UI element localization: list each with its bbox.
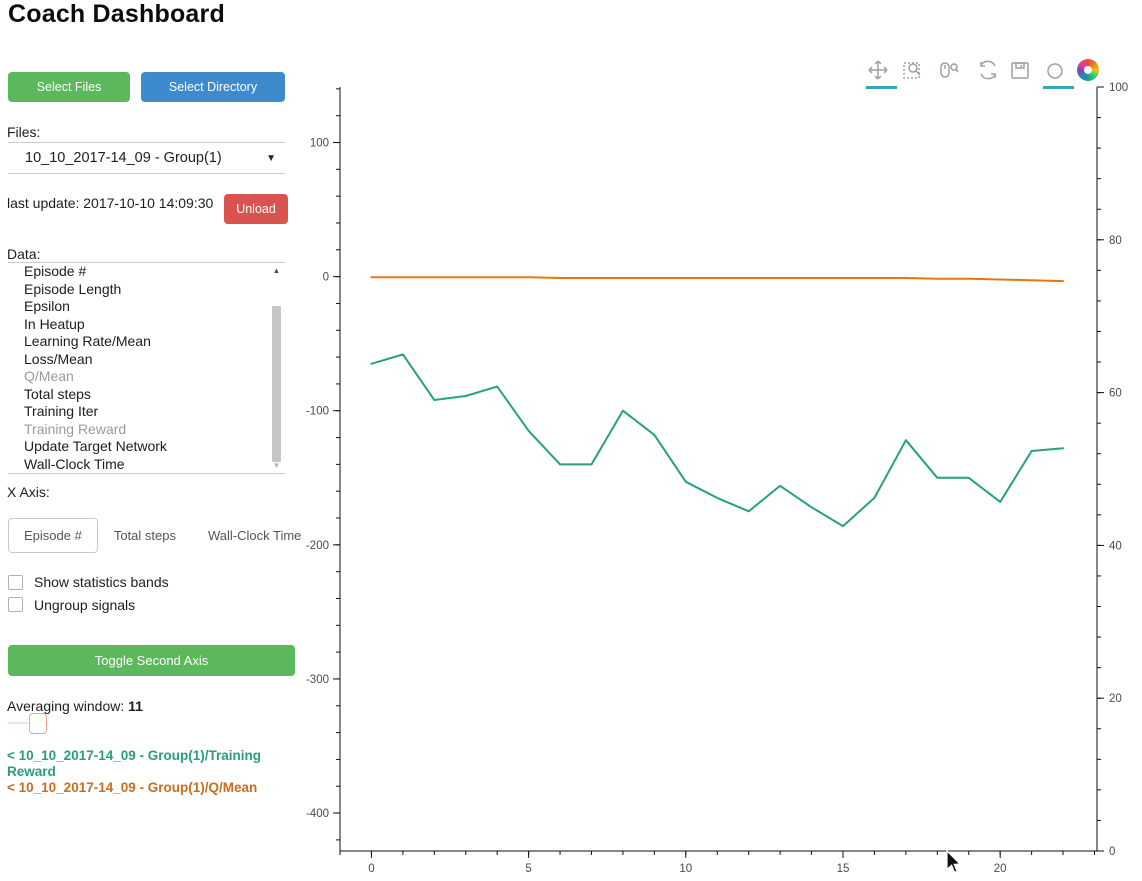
scroll-up-icon[interactable]: ▲ — [272, 266, 281, 275]
series-line-q-mean — [370, 276, 1064, 283]
save-icon[interactable] — [1008, 58, 1034, 84]
averaging-window-slider-track[interactable] — [8, 722, 48, 724]
data-item-episode-[interactable]: Episode # — [24, 263, 87, 279]
legend-item-0[interactable]: < 10_10_2017-14_09 - Group(1)/Training R… — [7, 748, 261, 779]
data-items: Episode # Episode Length Epsilon In Heatup L… — [8, 263, 285, 473]
right-tick-label: 80 — [1109, 235, 1122, 247]
checkbox-label: Ungroup signals — [34, 596, 136, 613]
caret-down-icon: ▼ — [266, 152, 276, 164]
last-update-text: last update: 2017-10-10 14:09:30 — [7, 195, 214, 211]
checkbox-row-ungroup-signals: Ungroup signals — [8, 597, 135, 613]
wheel-zoom-icon[interactable] — [937, 58, 963, 84]
select-files-button[interactable]: Select Files — [8, 72, 130, 102]
tab-episode-[interactable]: Episode # — [8, 518, 98, 553]
averaging-window-row: Averaging window: 11 — [7, 698, 143, 714]
right-tick-label: 20 — [1109, 693, 1122, 705]
x-tick-label: 0 — [368, 863, 374, 875]
unload-button[interactable]: Unload — [224, 194, 288, 224]
right-tick-label: 60 — [1109, 388, 1122, 400]
x-axis-tabs: Episode # Total steps Wall-Clock Time — [8, 518, 317, 553]
tab-wall-clock-time[interactable]: Wall-Clock Time — [207, 528, 302, 543]
toggle-second-axis-button[interactable]: Toggle Second Axis — [8, 645, 295, 676]
x-axis-label: X Axis: — [7, 484, 50, 500]
averaging-window-value: 11 — [128, 698, 143, 714]
data-item-learning-rate-mean[interactable]: Learning Rate/Mean — [24, 333, 151, 349]
left-tick-label: -400 — [306, 808, 329, 820]
data-item-training-reward[interactable]: Training Reward — [24, 420, 127, 437]
scrollbar-thumb[interactable] — [272, 306, 281, 462]
x-tick-label: 20 — [994, 863, 1007, 875]
checkbox-ungroup-signals[interactable] — [8, 597, 23, 612]
data-item-episode-length[interactable]: Episode Length — [24, 280, 122, 297]
data-item-total-steps[interactable]: Total steps — [24, 385, 91, 402]
data-list: Episode # Episode Length Epsilon In Heatup L… — [8, 262, 285, 474]
right-tick-label: 0 — [1109, 846, 1115, 858]
data-item-loss-mean[interactable]: Loss/Mean — [24, 350, 93, 367]
files-label: Files: — [7, 124, 41, 140]
data-list-scrollbar[interactable]: ▲ ▼ — [271, 265, 282, 471]
hover-icon[interactable] — [1043, 58, 1069, 84]
page-title: Coach Dashboard — [8, 0, 225, 28]
left-tick-label: -300 — [306, 674, 329, 686]
legend-item-1[interactable]: < 10_10_2017-14_09 - Group(1)/Q/Mean — [7, 780, 258, 795]
reset-icon[interactable] — [976, 58, 1002, 84]
bokeh-logo[interactable] — [1077, 59, 1099, 81]
files-dropdown-value: 10_10_2017-14_09 - Group(1) — [25, 150, 222, 166]
scroll-down-icon[interactable]: ▼ — [272, 461, 281, 470]
active-tool-underline — [866, 86, 897, 89]
x-tick-label: 15 — [837, 863, 850, 875]
checkbox-label: Show statistics bands — [34, 574, 169, 590]
right-tick-label: 100 — [1109, 82, 1128, 94]
series-line-training-reward — [370, 353, 1064, 528]
left-tick-label: 100 — [310, 138, 329, 150]
data-item-in-heatup[interactable]: In Heatup — [24, 315, 85, 332]
files-dropdown[interactable]: 10_10_2017-14_09 - Group(1) ▼ — [8, 142, 285, 174]
averaging-window-label: Averaging window: — [7, 698, 125, 714]
data-item-epsilon[interactable]: Epsilon — [24, 298, 70, 314]
chart-plot[interactable]: 0 5 10 15 20 100 0 -100 -200 -300 -400 0 20 40 60 80 100 — [300, 40, 1142, 881]
checkbox-show-statistics-bands[interactable] — [8, 574, 23, 590]
box-zoom-icon[interactable] — [901, 58, 927, 84]
data-label: Data: — [7, 246, 41, 262]
select-directory-button[interactable]: Select Directory — [141, 72, 285, 102]
x-tick-label: 10 — [679, 863, 692, 875]
data-item-update-target-network[interactable]: Update Target Network — [24, 438, 167, 454]
pan-icon[interactable] — [866, 58, 892, 84]
left-tick-label: 0 — [323, 272, 329, 284]
data-item-q-mean[interactable]: Q/Mean — [24, 368, 74, 384]
chart-legend: < 10_10_2017-14_09 - Group(1)/Training R… — [7, 748, 295, 796]
data-item-training-iter[interactable]: Training Iter — [24, 403, 99, 419]
left-tick-label: -200 — [306, 540, 329, 552]
right-tick-label: 40 — [1109, 540, 1122, 552]
left-tick-label: -100 — [306, 406, 329, 418]
data-item-wall-clock-time[interactable]: Wall-Clock Time — [24, 455, 125, 472]
x-tick-label: 5 — [525, 863, 531, 875]
tab-total-steps[interactable]: Total steps — [113, 528, 176, 543]
averaging-window-slider-handle[interactable] — [29, 713, 47, 734]
active-tool-underline — [1043, 86, 1074, 89]
checkbox-row-show-statistics-bands: Show statistics bands — [8, 574, 169, 590]
